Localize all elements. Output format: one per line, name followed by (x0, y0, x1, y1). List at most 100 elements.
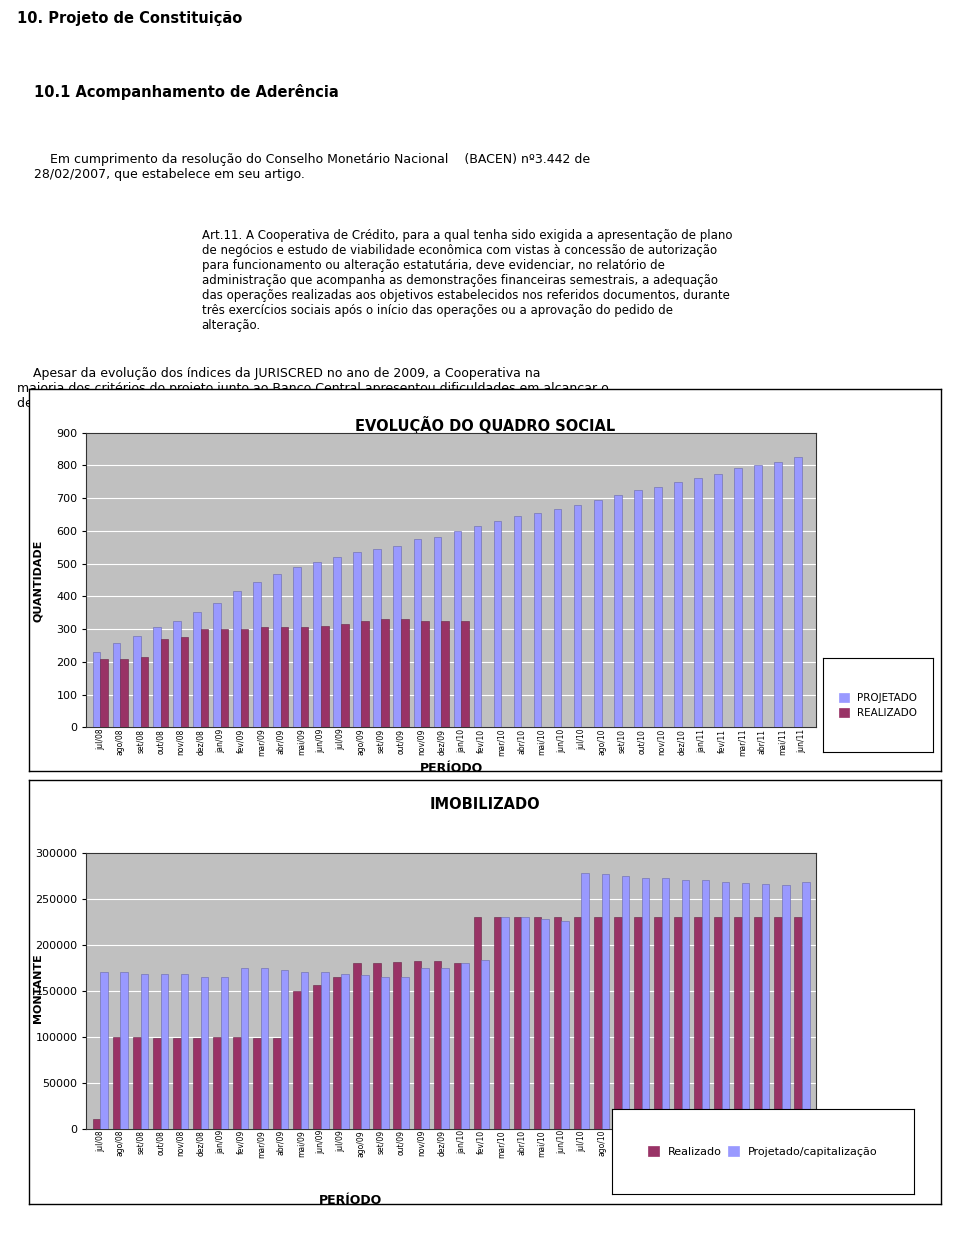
Bar (233, 1037, 241, 1129)
Bar (442, 968, 448, 1129)
Text: PERÍODO: PERÍODO (420, 762, 483, 775)
Text: 10. Projeto de Constituição: 10. Projeto de Constituição (17, 11, 243, 26)
Bar (241, 630, 249, 727)
Bar (434, 962, 442, 1129)
Bar (233, 592, 241, 727)
Legend: Realizado, Projetado/capitalização: Realizado, Projetado/capitalização (643, 1141, 882, 1161)
Bar (421, 621, 429, 727)
Bar (120, 972, 128, 1129)
Bar (193, 1037, 201, 1129)
Bar (300, 972, 308, 1129)
Bar (274, 1037, 281, 1129)
Bar (101, 658, 108, 727)
Bar (313, 986, 321, 1129)
Bar (454, 963, 461, 1129)
Bar (261, 968, 269, 1129)
Bar (333, 557, 341, 727)
Bar (253, 1037, 261, 1129)
Bar (313, 562, 321, 727)
Bar (180, 974, 188, 1129)
Bar (794, 917, 802, 1129)
Bar (321, 972, 328, 1129)
Bar (775, 917, 782, 1129)
Bar (274, 574, 281, 727)
Bar (201, 977, 208, 1129)
Bar (173, 1037, 180, 1129)
Text: Apesar da evolução dos índices da JURISCRED no ano de 2009, a Cooperativa na
mai: Apesar da evolução dos índices da JURISC… (17, 367, 609, 410)
Bar (481, 961, 489, 1129)
Text: QUANTIDADE: QUANTIDADE (34, 539, 43, 622)
Text: MONTANTE: MONTANTE (34, 953, 43, 1023)
Bar (694, 478, 702, 727)
Bar (534, 917, 541, 1129)
Bar (93, 652, 101, 727)
Bar (714, 917, 722, 1129)
Bar (261, 627, 269, 727)
Bar (293, 991, 300, 1129)
Bar (361, 976, 369, 1129)
Text: Em cumprimento da resolução do Conselho Monetário Nacional    (BACEN) nº3.442 de: Em cumprimento da resolução do Conselho … (34, 153, 589, 181)
Text: EVOLUÇÃO DO QUADRO SOCIAL: EVOLUÇÃO DO QUADRO SOCIAL (354, 415, 615, 434)
Bar (602, 874, 610, 1129)
Bar (762, 884, 770, 1129)
Bar (281, 627, 288, 727)
Bar (514, 517, 521, 727)
Bar (473, 917, 481, 1129)
Bar (562, 920, 569, 1129)
Bar (353, 963, 361, 1129)
Bar (493, 522, 501, 727)
Bar (782, 885, 789, 1129)
Bar (221, 630, 228, 727)
Bar (514, 917, 521, 1129)
Bar (132, 1037, 140, 1129)
Bar (394, 545, 401, 727)
Bar (373, 549, 381, 727)
Bar (574, 504, 582, 727)
Bar (461, 621, 468, 727)
Bar (381, 977, 389, 1129)
Bar (694, 917, 702, 1129)
Bar (654, 917, 661, 1129)
Bar (140, 657, 148, 727)
Bar (661, 879, 669, 1129)
Text: Art.11. A Cooperativa de Crédito, para a qual tenha sido exigida a apresentação : Art.11. A Cooperativa de Crédito, para a… (202, 229, 732, 332)
Bar (714, 474, 722, 727)
Bar (120, 658, 128, 727)
Bar (213, 603, 221, 727)
Bar (582, 873, 589, 1129)
Bar (501, 917, 509, 1129)
Bar (702, 880, 709, 1129)
Bar (594, 917, 602, 1129)
Bar (373, 963, 381, 1129)
Bar (634, 917, 641, 1129)
Bar (321, 626, 328, 727)
Bar (221, 977, 228, 1129)
Bar (333, 977, 341, 1129)
Bar (541, 919, 549, 1129)
Bar (755, 917, 762, 1129)
Bar (521, 917, 529, 1129)
Bar (132, 636, 140, 727)
Bar (442, 621, 448, 727)
Bar (634, 490, 641, 727)
Bar (93, 1120, 101, 1129)
Text: IMOBILIZADO: IMOBILIZADO (429, 798, 540, 811)
Bar (193, 612, 201, 727)
Bar (421, 968, 429, 1129)
Bar (674, 483, 682, 727)
Bar (353, 552, 361, 727)
Bar (381, 619, 389, 727)
Bar (241, 968, 249, 1129)
Bar (641, 878, 649, 1129)
Bar (534, 513, 541, 727)
Bar (461, 963, 468, 1129)
Bar (621, 875, 629, 1129)
Bar (614, 917, 621, 1129)
Bar (434, 538, 442, 727)
Bar (293, 567, 300, 727)
Bar (361, 621, 369, 727)
Bar (253, 582, 261, 727)
Bar (654, 487, 661, 727)
Bar (160, 974, 168, 1129)
Bar (473, 525, 481, 727)
